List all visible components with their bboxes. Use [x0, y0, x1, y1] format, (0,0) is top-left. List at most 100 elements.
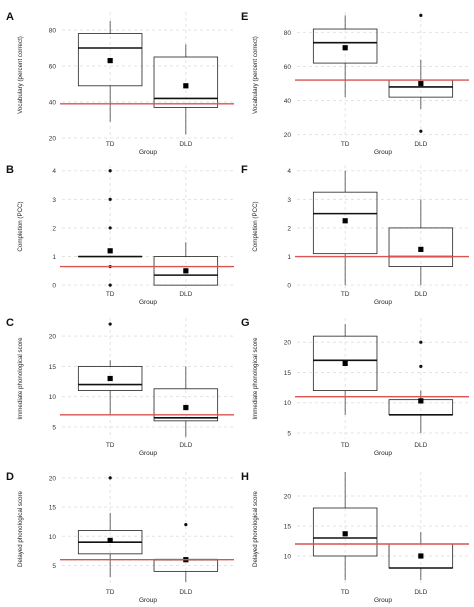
mean-marker	[107, 248, 113, 254]
panel-g: G Immediate phonological score 5 10 15 20 TD DL…	[241, 317, 469, 457]
y-tick-label: 2	[287, 225, 291, 232]
box-td	[312, 472, 378, 580]
y-tick-label: 10	[284, 400, 292, 407]
y-tick-label: 1	[52, 254, 56, 261]
y-tick-label: 60	[49, 64, 57, 71]
mean-marker	[183, 404, 189, 411]
x-tick-label: TD	[106, 291, 115, 298]
panel-label: F	[241, 164, 248, 176]
y-tick-label: 3	[52, 197, 56, 204]
outlier-point	[419, 129, 423, 133]
x-tick-label: DLD	[179, 442, 192, 449]
y-tick-label: 40	[284, 98, 292, 105]
mean-marker	[107, 537, 113, 543]
x-tick-label: TD	[106, 141, 115, 148]
mean-marker	[342, 218, 348, 224]
panel-e: E Vocabulary (percent correct) 20 40 60 80 TD D…	[241, 11, 469, 156]
outlier-point	[108, 322, 112, 326]
x-tick-label: DLD	[179, 141, 192, 148]
outlier-point	[108, 169, 112, 173]
box-td	[77, 476, 143, 578]
mean-marker	[418, 553, 424, 559]
box-dld	[388, 199, 454, 286]
y-tick-label: 20	[284, 494, 292, 501]
y-tick-label: 20	[49, 475, 57, 482]
y-tick-label: 15	[284, 524, 292, 531]
mean-marker	[183, 83, 189, 89]
box-dld	[388, 340, 454, 433]
mean-marker	[342, 360, 348, 366]
y-tick-label: 10	[49, 394, 57, 401]
panel-label: E	[241, 11, 248, 23]
y-axis-label: Immediate phonological score	[252, 337, 259, 420]
y-tick-label: 60	[284, 64, 292, 71]
outlier-point	[108, 476, 112, 480]
y-axis-label: Immediate phonological score	[17, 337, 24, 420]
box-dld	[153, 366, 219, 438]
box-td	[312, 170, 378, 286]
y-tick-label: 20	[284, 132, 292, 139]
iqr-box	[312, 191, 378, 255]
mean-marker	[418, 80, 424, 87]
panel-label: A	[6, 11, 14, 23]
mean-marker	[107, 58, 113, 64]
box-td	[77, 322, 143, 415]
x-axis-label: Group	[139, 450, 157, 457]
mean-marker	[183, 268, 189, 274]
y-tick-label: 0	[52, 283, 56, 290]
panel-label: G	[241, 317, 250, 329]
y-tick-label: 0	[287, 283, 291, 290]
y-axis-label: Vocabulary (percent correct)	[17, 36, 24, 114]
x-axis-label: Group	[374, 450, 392, 457]
x-axis-label: Group	[139, 597, 157, 604]
x-axis-label: Group	[374, 299, 392, 306]
panel-label: H	[241, 471, 249, 483]
outlier-point	[184, 523, 188, 527]
y-tick-label: 15	[284, 370, 292, 377]
x-tick-label: TD	[341, 141, 350, 148]
y-tick-label: 20	[284, 340, 292, 347]
iqr-box	[153, 388, 219, 422]
iqr-box	[153, 256, 219, 286]
y-tick-label: 20	[49, 334, 57, 341]
y-tick-label: 10	[284, 554, 292, 561]
box-td	[77, 169, 143, 287]
outlier-point	[419, 13, 423, 18]
x-tick-label: DLD	[179, 291, 192, 298]
outlier-point	[419, 340, 423, 344]
x-tick-label: TD	[341, 589, 350, 596]
y-tick-label: 5	[52, 563, 56, 570]
y-tick-label: 5	[52, 424, 56, 431]
y-axis-label: Completion (PCC)	[17, 201, 24, 251]
box-td	[312, 324, 378, 415]
x-tick-label: DLD	[414, 589, 427, 596]
mean-marker	[107, 375, 113, 382]
box-td	[77, 21, 143, 122]
panel-f: F Completion (PCC) 0 1 2 3 4 TD DLD Group	[241, 164, 469, 306]
iqr-box	[388, 227, 454, 267]
outlier-point	[419, 364, 423, 368]
x-tick-label: TD	[106, 589, 115, 596]
y-axis-label: Delayed phonological score	[17, 490, 24, 567]
panel-label: C	[6, 317, 14, 329]
iqr-box	[312, 507, 378, 557]
y-tick-label: 80	[284, 30, 292, 37]
x-axis-label: Group	[139, 299, 157, 306]
x-tick-label: DLD	[414, 141, 427, 148]
x-tick-label: DLD	[414, 291, 427, 298]
iqr-box	[153, 56, 219, 108]
panel-label: D	[6, 471, 14, 483]
x-axis-label: Group	[374, 597, 392, 604]
x-tick-label: TD	[106, 442, 115, 449]
iqr-box	[312, 28, 378, 64]
x-axis-label: Group	[374, 149, 392, 156]
y-tick-label: 10	[49, 534, 57, 541]
iqr-box	[312, 335, 378, 391]
y-axis-label: Delayed phonological score	[252, 490, 259, 567]
x-tick-label: TD	[341, 291, 350, 298]
x-tick-label: DLD	[414, 442, 427, 449]
y-tick-label: 5	[287, 430, 291, 437]
outlier-point	[108, 197, 112, 201]
